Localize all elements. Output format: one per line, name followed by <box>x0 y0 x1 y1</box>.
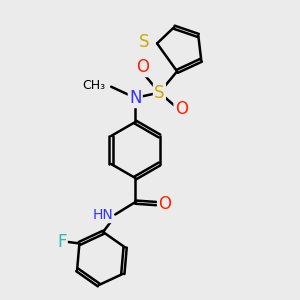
Text: N: N <box>129 89 142 107</box>
Text: S: S <box>139 33 150 51</box>
Text: CH₃: CH₃ <box>83 79 106 92</box>
Text: O: O <box>158 195 171 213</box>
Text: F: F <box>57 233 67 251</box>
Text: O: O <box>136 58 149 76</box>
Text: S: S <box>154 84 165 102</box>
Text: O: O <box>175 100 188 118</box>
Text: HN: HN <box>92 208 113 222</box>
